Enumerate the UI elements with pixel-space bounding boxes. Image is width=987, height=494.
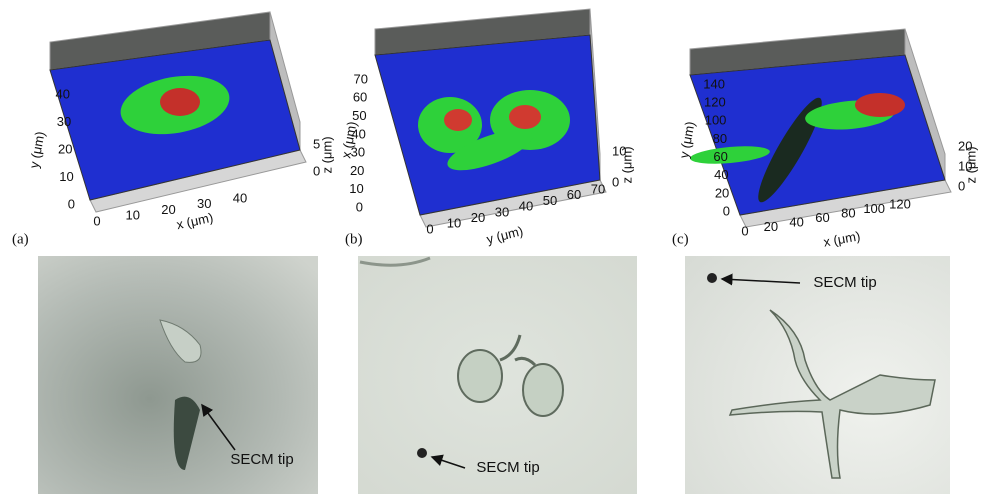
bottom-tick-label: 10 — [447, 216, 461, 231]
bottom-tick-label: 10 — [126, 208, 140, 223]
bottom-tick-label: 40 — [519, 199, 533, 214]
bottom-tick-label: 40 — [789, 214, 803, 229]
figure: 01020304001020304005y (μm)x (μm)z (μm)(a… — [0, 0, 987, 494]
left-tick-label: 0 — [723, 203, 730, 218]
left-tick-label: 70 — [354, 71, 368, 86]
left-tick-label: 60 — [353, 90, 367, 105]
left-tick-label: 40 — [714, 167, 728, 182]
bottom-axis-label: x (μm) — [175, 210, 214, 232]
annotation: SECM tip — [230, 451, 293, 468]
panel-label: (b) — [345, 231, 363, 247]
annotation: SECM tip — [476, 459, 539, 476]
bottom-tick-label: 50 — [543, 193, 557, 208]
left-tick-label: 40 — [56, 86, 70, 101]
bottom-tick-label: 20 — [471, 210, 485, 225]
bottom-axis-label: y (μm) — [485, 223, 525, 247]
left-tick-label: 100 — [705, 113, 727, 128]
left-tick-label: 120 — [704, 95, 726, 110]
z-axis-label: z (μm) — [963, 146, 978, 183]
cell-peak — [160, 88, 200, 116]
left-tick-label: 60 — [713, 149, 727, 164]
annotation: SECM tip — [813, 274, 876, 291]
cell-peak — [509, 105, 541, 129]
bottom-tick-label: 0 — [741, 223, 748, 238]
bottom-tick-label: 0 — [426, 221, 433, 236]
left-tick-label: 10 — [59, 169, 73, 184]
left-tick-label: 80 — [713, 131, 727, 146]
left-tick-label: 0 — [68, 196, 75, 211]
left-tick-label: 30 — [57, 114, 71, 129]
bottom-tick-label: 20 — [764, 219, 778, 234]
left-axis-label: y (μm) — [676, 120, 697, 159]
bottom-tick-label: 60 — [567, 187, 581, 202]
bottom-tick-label: 20 — [161, 202, 175, 217]
z-tick-label: 0 — [612, 174, 619, 189]
left-tick-label: 50 — [352, 108, 366, 123]
bottom-axis-label: x (μm) — [822, 228, 861, 249]
panel-label: (c) — [672, 231, 689, 247]
left-tick-label: 140 — [703, 76, 725, 91]
bottom-tick-label: 30 — [197, 196, 211, 211]
bottom-tick-label: 80 — [841, 205, 855, 220]
z-axis-label: z (μm) — [319, 136, 334, 173]
left-tick-label: 20 — [350, 163, 364, 178]
left-tick-label: 20 — [58, 141, 72, 156]
left-tick-label: 20 — [715, 185, 729, 200]
bottom-tick-label: 0 — [93, 213, 100, 228]
bottom-tick-label: 60 — [815, 210, 829, 225]
bottom-tick-label: 30 — [495, 204, 509, 219]
z-axis-label: z (μm) — [619, 146, 634, 183]
bottom-tick-label: 100 — [863, 201, 885, 216]
cell-peak — [855, 93, 905, 117]
left-tick-label: 0 — [356, 199, 363, 214]
micrograph-c — [685, 256, 950, 494]
bottom-tick-label: 70 — [591, 181, 605, 196]
left-tick-label: 10 — [349, 181, 363, 196]
bottom-tick-label: 120 — [889, 196, 911, 211]
panel-label: (a) — [12, 231, 29, 247]
cell-peak — [444, 109, 472, 131]
left-axis-label: y (μm) — [26, 130, 47, 169]
bottom-tick-label: 40 — [233, 190, 247, 205]
